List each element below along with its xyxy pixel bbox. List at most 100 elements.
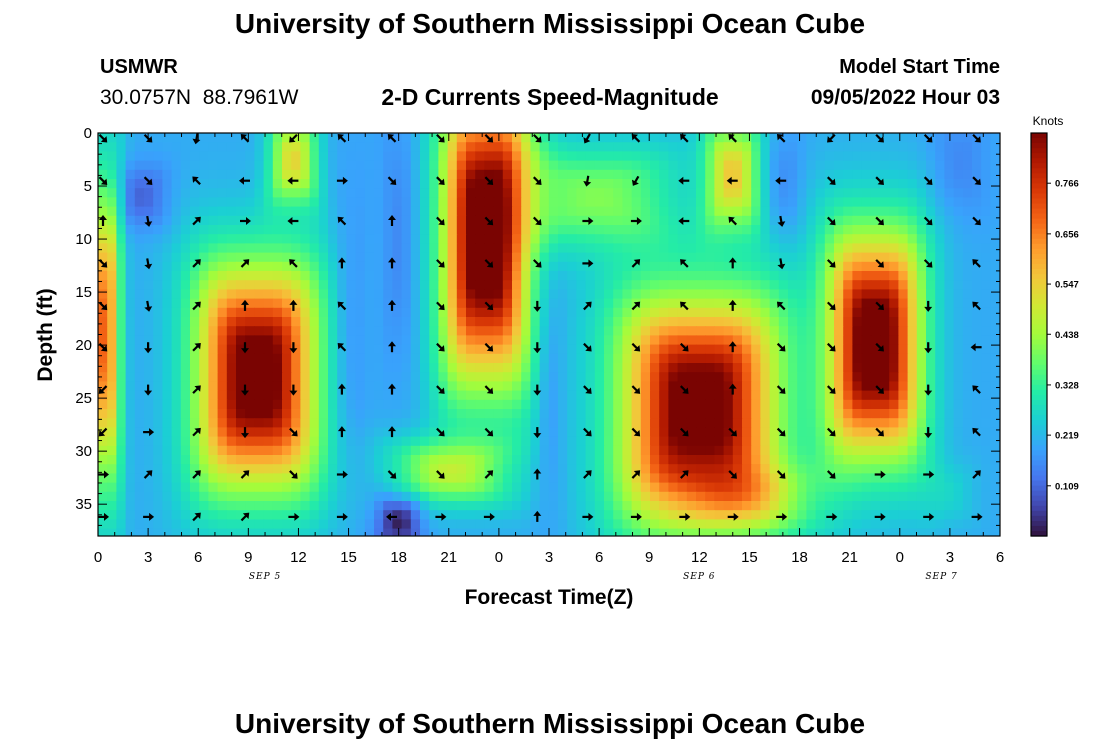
heatmap-cell [245, 436, 255, 447]
heatmap-cell [300, 243, 311, 254]
heatmap-cell [447, 243, 458, 254]
heatmap-cell [502, 409, 513, 419]
heatmap-cell [990, 188, 1000, 198]
heatmap-cell [410, 427, 421, 438]
heatmap-cell [705, 206, 715, 217]
heatmap-cell [236, 280, 246, 290]
heatmap-cell [392, 455, 403, 465]
heatmap-cell [153, 390, 163, 401]
heatmap-cell [300, 289, 311, 300]
heatmap-cell [291, 399, 301, 410]
heatmap-cell [539, 363, 550, 373]
heatmap-cell [447, 344, 458, 355]
heatmap-cell [907, 528, 918, 536]
heatmap-cell [778, 390, 789, 401]
heatmap-cell [558, 482, 568, 493]
heatmap-cell [263, 206, 274, 217]
heatmap-cell [318, 280, 329, 290]
heatmap-cell [797, 179, 807, 189]
heatmap-cell [622, 261, 633, 272]
heatmap-cell [512, 482, 522, 493]
heatmap-cell [926, 381, 936, 392]
heatmap-cell [190, 464, 200, 474]
heatmap-cell [107, 252, 117, 263]
heatmap-cell [125, 160, 136, 171]
heatmap-cell [199, 188, 209, 198]
heatmap-cell [834, 160, 844, 171]
heatmap-cell [686, 510, 697, 520]
heatmap-cell [778, 160, 789, 171]
heatmap-cell [438, 445, 449, 456]
heatmap-cell [659, 353, 669, 364]
heatmap-cell [98, 455, 108, 465]
heatmap-cell [714, 307, 725, 318]
heatmap-cell [659, 252, 669, 263]
heatmap-cell [852, 142, 863, 152]
heatmap-cell [318, 169, 329, 180]
x-tick-label: 6 [595, 549, 603, 566]
heatmap-cell [502, 372, 513, 382]
heatmap-cell [732, 151, 743, 162]
heatmap-cell [880, 491, 890, 502]
heatmap-cell [576, 169, 587, 180]
current-arrow [826, 259, 836, 268]
arrow-head [974, 178, 981, 185]
heatmap-cell [797, 445, 807, 456]
arrow-head [289, 390, 298, 396]
heatmap-cell [696, 399, 706, 410]
heatmap-cell [815, 455, 826, 465]
heatmap-cell [668, 151, 679, 162]
heatmap-cell [355, 344, 366, 355]
heatmap-cell [364, 510, 375, 520]
heatmap-cell [935, 418, 945, 428]
heatmap-cell [926, 151, 936, 162]
heatmap-cell [834, 206, 844, 217]
heatmap-cell [217, 510, 228, 520]
heatmap-cell [180, 225, 191, 235]
heatmap-cell [475, 353, 485, 364]
heatmap-cell [383, 344, 393, 355]
heatmap-cell [751, 215, 761, 226]
heatmap-cell [852, 363, 863, 373]
heatmap-cell [116, 298, 127, 309]
heatmap-cell [999, 215, 1000, 226]
heatmap-cell [162, 215, 173, 226]
heatmap-cell [797, 519, 807, 530]
heatmap-cell [778, 455, 789, 465]
heatmap-cell [438, 243, 449, 254]
arrow-head [98, 387, 106, 394]
heatmap-cell [714, 225, 725, 235]
heatmap-cell [742, 344, 752, 355]
heatmap-cell [714, 363, 725, 373]
heatmap-cell [548, 142, 559, 152]
heatmap-cell [300, 372, 311, 382]
heatmap-cell [144, 473, 154, 484]
heatmap-cell [935, 372, 945, 382]
heatmap-cell [521, 243, 531, 254]
heatmap-cell [806, 363, 817, 373]
heatmap-cell [355, 482, 366, 493]
heatmap-cell [355, 280, 366, 290]
heatmap-cell [199, 160, 209, 171]
heatmap-cell [567, 455, 577, 465]
heatmap-cell [990, 381, 1000, 392]
heatmap-cell [843, 455, 853, 465]
heatmap-cell [760, 409, 771, 419]
heatmap-cell [199, 510, 209, 520]
heatmap-cell [650, 133, 660, 143]
heatmap-cell [824, 482, 835, 493]
heatmap-cell [493, 298, 504, 309]
heatmap-cell [190, 445, 200, 456]
heatmap-cell [364, 234, 375, 244]
heatmap-cell [558, 151, 568, 162]
heatmap-cell [935, 298, 945, 309]
heatmap-cell [576, 335, 587, 346]
heatmap-cell [226, 399, 237, 410]
heatmap-cell [116, 528, 127, 536]
heatmap-cell [493, 409, 504, 419]
heatmap-cell [558, 243, 568, 254]
heatmap-cell [659, 289, 669, 300]
heatmap-cell [539, 188, 550, 198]
heatmap-cell [585, 243, 596, 254]
heatmap-cell [686, 344, 697, 355]
